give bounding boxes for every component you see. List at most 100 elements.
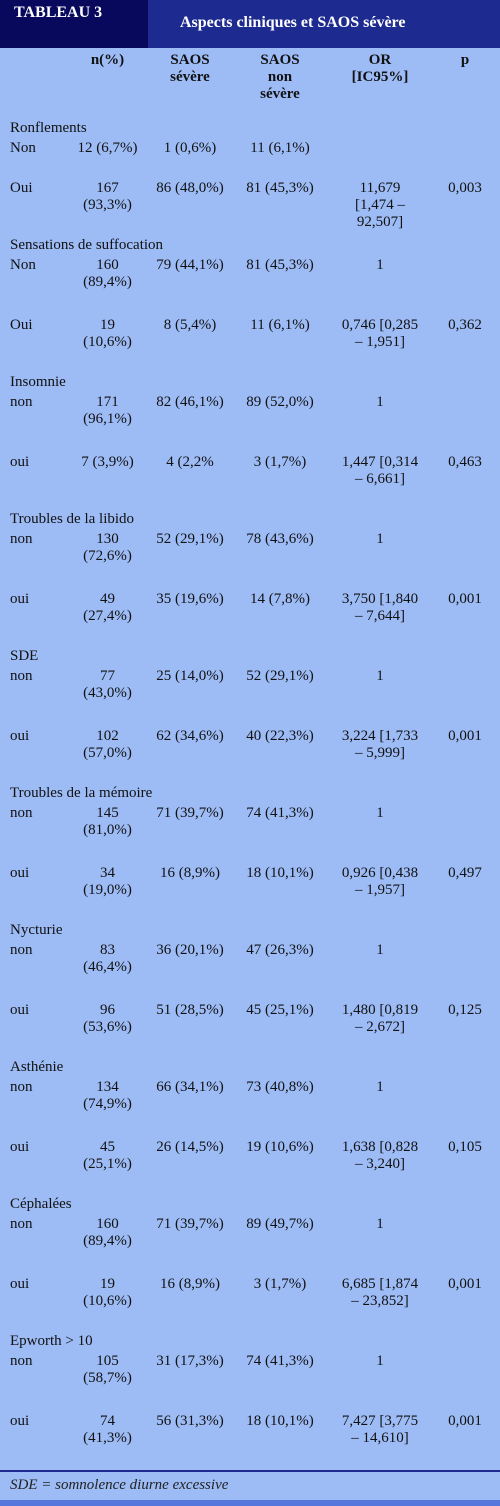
table-row: oui 74 (41,3%) 56 (31,3%) 18 (10,1%) 7,427 [… xyxy=(0,1413,500,1470)
bottom-rule xyxy=(0,1470,500,1472)
table-body: Ronflements Non 12 (6,7%) 1 (0,6%) 11 (6,1%)… xyxy=(0,120,500,1470)
table-row: Oui 167 (93,3%) 86 (48,0%) 81 (45,3%) 11,679… xyxy=(0,180,500,237)
cell-p: 0,003 xyxy=(448,180,482,196)
cell-nonsevere: 81 (45,3%) xyxy=(246,257,314,273)
cell-label: non xyxy=(10,1353,33,1369)
table-row: Oui 19 (10,6%) 8 (5,4%) 11 (6,1%) 0,746 [0,2… xyxy=(0,317,500,374)
cell-severe: 56 (31,3%) xyxy=(156,1413,224,1429)
table-row: oui 49 (27,4%) 35 (19,6%) 14 (7,8%) 3,750 [1… xyxy=(0,591,500,648)
table-row: non 77 (43,0%) 25 (14,0%) 52 (29,1%) 1 xyxy=(0,668,500,728)
cell-severe: 52 (29,1%) xyxy=(156,531,224,547)
cell-n: 34 (19,0%) xyxy=(83,865,132,898)
table-row: non 171 (96,1%) 82 (46,1%) 89 (52,0%) 1 xyxy=(0,394,500,454)
cell-n: 7 (3,9%) xyxy=(81,454,134,470)
group-heading: SDE xyxy=(10,648,39,664)
table-row: oui 45 (25,1%) 26 (14,5%) 19 (10,6%) 1,638 [… xyxy=(0,1139,500,1196)
table-row: Non 12 (6,7%) 1 (0,6%) 11 (6,1%) xyxy=(0,140,500,180)
table-row: oui 7 (3,9%) 4 (2,2% 3 (1,7%) 1,447 [0,314 –… xyxy=(0,454,500,511)
cell-n: 96 (53,6%) xyxy=(83,1002,132,1035)
table-row: oui 34 (19,0%) 16 (8,9%) 18 (10,1%) 0,926 [0… xyxy=(0,865,500,922)
cell-nonsevere: 52 (29,1%) xyxy=(246,668,314,684)
cell-n: 171 (96,1%) xyxy=(83,394,132,427)
group-heading: Ronflements xyxy=(10,120,87,136)
cell-or: 1,480 [0,819 – 2,672] xyxy=(341,1002,419,1035)
cell-label: non xyxy=(10,1079,33,1095)
cell-or: 1 xyxy=(376,1353,384,1369)
group-heading: Troubles de la libido xyxy=(10,511,135,527)
cell-nonsevere: 78 (43,6%) xyxy=(246,531,314,547)
cell-nonsevere: 81 (45,3%) xyxy=(246,180,314,196)
cell-p: 0,001 xyxy=(448,1276,482,1292)
column-header: OR [IC95%] xyxy=(351,52,409,85)
cell-or: 1 xyxy=(376,942,384,958)
column-headers: n(%) SAOS sévère SAOS non sévère OR [IC95%]… xyxy=(0,52,500,118)
cell-label: Non xyxy=(10,140,36,156)
table-title: Aspects cliniques et SAOS sévère xyxy=(180,14,406,31)
cell-n: 160 (89,4%) xyxy=(83,257,132,290)
cell-severe: 66 (34,1%) xyxy=(156,1079,224,1095)
cell-n: 105 (58,7%) xyxy=(83,1353,132,1386)
cell-severe: 36 (20,1%) xyxy=(156,942,224,958)
cell-or: 1 xyxy=(376,668,384,684)
table-row: oui 102 (57,0%) 62 (34,6%) 40 (22,3%) 3,224 … xyxy=(0,728,500,785)
cell-or: 1 xyxy=(376,805,384,821)
cell-p: 0,105 xyxy=(448,1139,482,1155)
cell-label: oui xyxy=(10,1413,30,1429)
cell-label: non xyxy=(10,394,33,410)
cell-nonsevere: 74 (41,3%) xyxy=(246,805,314,821)
cell-n: 167 (93,3%) xyxy=(83,180,132,213)
cell-label: non xyxy=(10,668,33,684)
cell-severe: 71 (39,7%) xyxy=(156,1216,224,1232)
cell-p: 0,497 xyxy=(448,865,482,881)
cell-or: 1,447 [0,314 – 6,661] xyxy=(341,454,419,487)
cell-severe: 35 (19,6%) xyxy=(156,591,224,607)
cell-n: 45 (25,1%) xyxy=(83,1139,132,1172)
column-header: SAOS non sévère xyxy=(260,52,300,102)
cell-nonsevere: 18 (10,1%) xyxy=(246,865,314,881)
cell-or: 3,750 [1,840 – 7,644] xyxy=(341,591,419,624)
cell-severe: 25 (14,0%) xyxy=(156,668,224,684)
cell-label: non xyxy=(10,1216,33,1232)
cell-nonsevere: 11 (6,1%) xyxy=(250,140,310,156)
cell-n: 77 (43,0%) xyxy=(83,668,132,701)
table-row: non 160 (89,4%) 71 (39,7%) 89 (49,7%) 1 xyxy=(0,1216,500,1276)
cell-or: 0,746 [0,285 – 1,951] xyxy=(341,317,419,350)
cell-p: 0,125 xyxy=(448,1002,482,1018)
cell-severe: 51 (28,5%) xyxy=(156,1002,224,1018)
cell-n: 74 (41,3%) xyxy=(83,1413,132,1446)
table-row: Non 160 (89,4%) 79 (44,1%) 81 (45,3%) 1 xyxy=(0,257,500,317)
group-heading: Nycturie xyxy=(10,922,63,938)
cell-or: 3,224 [1,733 – 5,999] xyxy=(341,728,419,761)
cell-nonsevere: 3 (1,7%) xyxy=(253,454,307,470)
table-row: non 130 (72,6%) 52 (29,1%) 78 (43,6%) 1 xyxy=(0,531,500,591)
table-row: non 83 (46,4%) 36 (20,1%) 47 (26,3%) 1 xyxy=(0,942,500,1002)
table-row: oui 96 (53,6%) 51 (28,5%) 45 (25,1%) 1,480 [… xyxy=(0,1002,500,1059)
cell-severe: 8 (5,4%) xyxy=(163,317,217,333)
cell-label: Oui xyxy=(10,180,33,196)
cell-label: Oui xyxy=(10,317,33,333)
cell-label: Non xyxy=(10,257,36,273)
cell-label: non xyxy=(10,805,33,821)
cell-n: 130 (72,6%) xyxy=(83,531,132,564)
cell-label: oui xyxy=(10,865,30,881)
cell-n: 49 (27,4%) xyxy=(83,591,132,624)
cell-or: 11,679 [1,474 – 92,507] xyxy=(355,180,405,230)
header-label-box: TABLEAU 3 xyxy=(0,0,148,48)
cell-nonsevere: 74 (41,3%) xyxy=(246,1353,314,1369)
cell-p: 0,001 xyxy=(448,728,482,744)
cell-nonsevere: 19 (10,6%) xyxy=(246,1139,314,1155)
cell-nonsevere: 89 (49,7%) xyxy=(246,1216,314,1232)
cell-nonsevere: 89 (52,0%) xyxy=(246,394,314,410)
cell-severe: 79 (44,1%) xyxy=(156,257,224,273)
cell-severe: 62 (34,6%) xyxy=(156,728,224,744)
cell-severe: 4 (2,2% xyxy=(166,454,214,470)
cell-nonsevere: 45 (25,1%) xyxy=(246,1002,314,1018)
cell-label: oui xyxy=(10,454,30,470)
cell-severe: 82 (46,1%) xyxy=(156,394,224,410)
cell-n: 19 (10,6%) xyxy=(83,1276,132,1309)
group-heading: Insomnie xyxy=(10,374,66,390)
cell-label: oui xyxy=(10,1002,30,1018)
cell-or: 1,638 [0,828 – 3,240] xyxy=(341,1139,419,1172)
cell-nonsevere: 47 (26,3%) xyxy=(246,942,314,958)
